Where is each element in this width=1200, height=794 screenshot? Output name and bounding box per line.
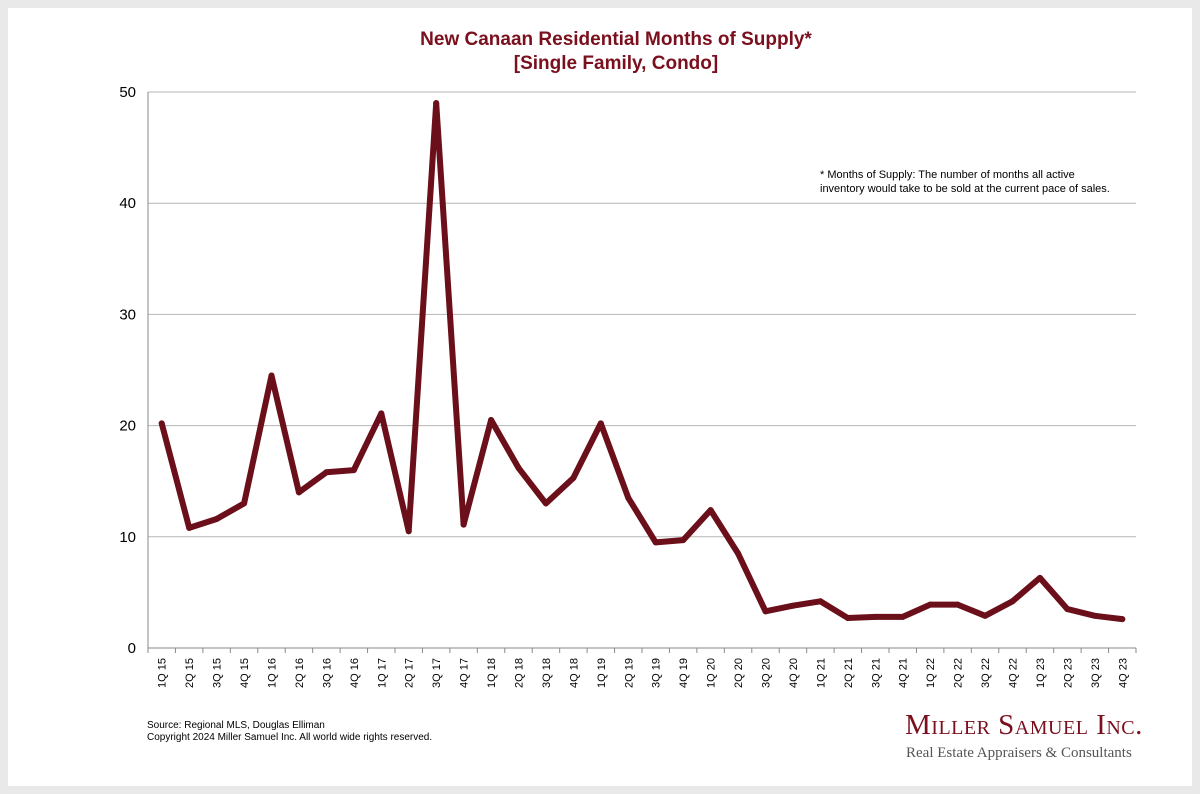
data-point xyxy=(405,528,412,535)
x-tick-label: 2Q 19 xyxy=(623,658,635,688)
source-note: Source: Regional MLS, Douglas Elliman Co… xyxy=(147,720,432,744)
data-point xyxy=(1009,598,1016,605)
brand-tagline: Real Estate Appraisers & Consultants xyxy=(906,745,1132,761)
x-tick-label: 3Q 20 xyxy=(761,658,773,688)
data-point xyxy=(789,602,796,609)
data-point xyxy=(597,420,604,427)
series-line xyxy=(158,100,1126,623)
brand-name: Miller Samuel Inc. xyxy=(905,709,1143,741)
x-tick-label: 2Q 16 xyxy=(294,658,306,688)
footnote-line2: inventory would take to be sold at the c… xyxy=(820,183,1110,195)
data-point xyxy=(652,539,659,546)
x-tick-label: 3Q 15 xyxy=(212,658,224,688)
y-tick-label: 20 xyxy=(119,418,136,435)
x-tick-label: 1Q 15 xyxy=(157,658,169,688)
data-point xyxy=(844,614,851,621)
data-point xyxy=(762,608,769,615)
data-point xyxy=(707,507,714,514)
data-point xyxy=(927,601,934,608)
data-point xyxy=(488,417,495,424)
x-tick-label: 2Q 21 xyxy=(843,658,855,688)
footnote: * Months of Supply: The number of months… xyxy=(820,168,1150,196)
x-tick-label: 3Q 17 xyxy=(431,658,443,688)
data-point xyxy=(954,601,961,608)
data-point xyxy=(625,494,632,501)
data-point xyxy=(268,372,275,379)
data-point xyxy=(1119,616,1126,623)
chart-title: New Canaan Residential Months of Supply*… xyxy=(0,28,1200,76)
data-point xyxy=(378,410,385,417)
data-point xyxy=(460,521,467,528)
x-tick-label: 2Q 18 xyxy=(514,658,526,688)
x-tick-label: 1Q 20 xyxy=(706,658,718,688)
x-tick-label: 1Q 19 xyxy=(596,658,608,688)
data-point xyxy=(542,500,549,507)
y-tick-label: 10 xyxy=(119,529,136,546)
data-point xyxy=(433,100,440,107)
data-point xyxy=(1064,606,1071,613)
x-tick-label: 2Q 15 xyxy=(184,658,196,688)
x-tick-label: 3Q 18 xyxy=(541,658,553,688)
x-tick-label: 2Q 17 xyxy=(404,658,416,688)
data-point xyxy=(295,489,302,496)
x-tick-label: 3Q 16 xyxy=(321,658,333,688)
data-point xyxy=(680,537,687,544)
chart-title-line1: New Canaan Residential Months of Supply* xyxy=(420,29,812,50)
source-line1: Source: Regional MLS, Douglas Elliman xyxy=(147,720,325,731)
x-tick-label: 4Q 18 xyxy=(568,658,580,688)
data-point xyxy=(1091,612,1098,619)
chart-title-line2: [Single Family, Condo] xyxy=(513,53,719,74)
y-tick-label: 40 xyxy=(119,195,136,212)
x-tick-label: 1Q 17 xyxy=(376,658,388,688)
data-point xyxy=(570,474,577,481)
x-tick-label: 3Q 21 xyxy=(870,658,882,688)
data-point xyxy=(213,516,220,523)
y-tick-label: 0 xyxy=(128,640,136,657)
x-tick-label: 1Q 18 xyxy=(486,658,498,688)
data-point xyxy=(899,613,906,620)
x-tick-label: 4Q 20 xyxy=(788,658,800,688)
data-point xyxy=(515,464,522,471)
data-point xyxy=(817,598,824,605)
data-point xyxy=(158,420,165,427)
series-group xyxy=(158,100,1126,623)
x-tick-label: 3Q 19 xyxy=(651,658,663,688)
x-tick-label: 2Q 22 xyxy=(953,658,965,688)
data-point xyxy=(735,550,742,557)
data-point xyxy=(323,469,330,476)
data-point xyxy=(982,612,989,619)
x-tick-label: 2Q 23 xyxy=(1062,658,1074,688)
data-point xyxy=(872,613,879,620)
copyright-line: Copyright 2024 Miller Samuel Inc. All wo… xyxy=(147,732,433,743)
x-tick-label: 4Q 23 xyxy=(1117,658,1129,688)
chart-frame xyxy=(8,8,1192,786)
y-tick-label: 30 xyxy=(119,306,136,323)
x-tick-labels: 1Q 15 2Q 15 3Q 15 4Q 15 1Q 16 2Q 16 3Q 16 4Q 16… xyxy=(157,658,1130,688)
x-tick-label: 1Q 23 xyxy=(1035,658,1047,688)
data-point xyxy=(1036,574,1043,581)
x-tick-label: 1Q 16 xyxy=(267,658,279,688)
brand-logo: Miller Samuel Inc. Real Estate Appraiser… xyxy=(905,710,1143,762)
y-tick-label: 50 xyxy=(119,84,136,101)
x-tick-label: 4Q 15 xyxy=(239,658,251,688)
x-tick-label: 3Q 23 xyxy=(1090,658,1102,688)
x-tick-label: 4Q 17 xyxy=(459,658,471,688)
data-point xyxy=(186,524,193,531)
y-tick-labels: 0 10 20 30 40 50 xyxy=(119,84,136,657)
x-tick-label: 2Q 20 xyxy=(733,658,745,688)
x-tick-label: 4Q 22 xyxy=(1008,658,1020,688)
axes xyxy=(147,92,1137,653)
x-tick-label: 4Q 16 xyxy=(349,658,361,688)
data-point xyxy=(350,467,357,474)
x-tick-label: 3Q 22 xyxy=(980,658,992,688)
x-tick-label: 1Q 22 xyxy=(925,658,937,688)
footnote-line1: * Months of Supply: The number of months… xyxy=(820,169,1075,181)
x-tick-label: 1Q 21 xyxy=(815,658,827,688)
gridlines xyxy=(148,91,1136,538)
x-tick-label: 4Q 19 xyxy=(678,658,690,688)
x-tick-label: 4Q 21 xyxy=(898,658,910,688)
data-point xyxy=(241,500,248,507)
